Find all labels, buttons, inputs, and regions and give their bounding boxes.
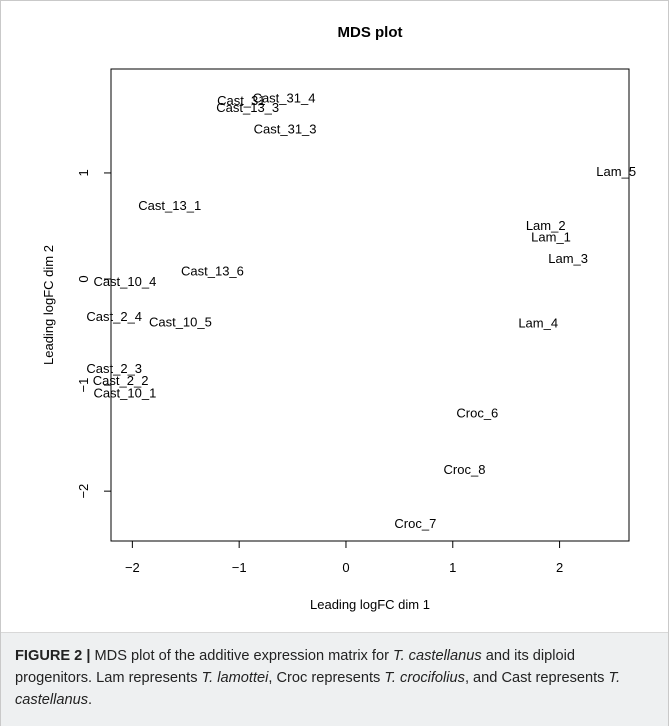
caption-text-run: , Croc represents	[268, 670, 385, 686]
caption-body: MDS plot of the additive expression matr…	[15, 648, 620, 708]
caption-text-run: and its diploid progenitors. Lam represe…	[15, 648, 576, 686]
x-axis: −2 −1 0 1 2	[125, 541, 563, 575]
point-label: Cast_10_4	[93, 274, 156, 289]
point-label: Cast_2_2	[93, 373, 149, 388]
point-label: Croc_7	[394, 516, 436, 531]
mds-plot: MDS plot −2 −1 0 1 2 −2−101 Cast_31_4Cast_31…	[41, 24, 636, 612]
plot-frame	[110, 68, 630, 542]
point-label: Lam_3	[548, 251, 588, 266]
y-tick-label: −2	[76, 484, 91, 499]
caption-text-run: .	[88, 692, 93, 708]
caption-species-name: T. crocifolius	[384, 670, 465, 686]
caption-species-name: T. castellanus	[15, 670, 621, 708]
point-label: Lam_5	[596, 164, 636, 179]
point-label: Cast_10_5	[149, 314, 212, 329]
y-tick-label: 1	[76, 169, 91, 176]
point-label: Lam_4	[518, 316, 558, 331]
x-tick-label: 0	[342, 560, 349, 575]
y-tick-label: 0	[76, 275, 91, 282]
y-axis-title: Leading logFC dim 2	[41, 245, 56, 365]
chart-title: MDS plot	[338, 24, 403, 41]
point-label: Cast_13_6	[181, 264, 244, 279]
point-label: Lam_2	[526, 218, 566, 233]
point-label: Cast_13_3	[216, 100, 279, 115]
caption-species-name: T. lamottei	[201, 670, 269, 686]
point-label: Croc_8	[444, 462, 486, 477]
point-label: Cast_13_1	[138, 198, 201, 213]
x-tick-label: 2	[556, 560, 563, 575]
point-label: Cast_31_3	[254, 121, 317, 136]
figure-caption: FIGURE 2 | MDS plot of the additive expr…	[15, 645, 656, 711]
figure-number: FIGURE 2 |	[15, 648, 91, 664]
point-label: Lam_1	[531, 230, 571, 245]
point-label: Cast_10_1	[93, 386, 156, 401]
point-label: Croc_6	[456, 406, 498, 421]
point-label: Cast_31	[217, 93, 265, 108]
point-label: Cast_2_3	[86, 361, 142, 376]
point-label: Cast_31_4	[253, 91, 316, 106]
caption-text-run: , and Cast represents	[464, 670, 609, 686]
y-axis: −2 −1 0 1	[76, 169, 111, 499]
x-tick-label: −2	[125, 560, 140, 575]
caption-box: FIGURE 2 | MDS plot of the additive expr…	[1, 632, 668, 726]
point-label: Cast_2_4	[86, 309, 142, 324]
caption-text-run: MDS plot of the additive expression matr…	[90, 648, 393, 664]
x-tick-label: −1	[232, 560, 247, 575]
caption-species-name: T. castellanus	[393, 648, 482, 664]
y-tick-label: −1	[76, 378, 91, 393]
x-axis-title: Leading logFC dim 1	[310, 597, 430, 612]
x-tick-label: 1	[449, 560, 456, 575]
